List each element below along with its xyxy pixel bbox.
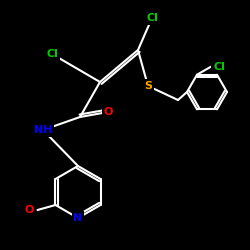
Text: O: O xyxy=(103,107,113,117)
Text: NH: NH xyxy=(34,125,52,135)
Text: S: S xyxy=(144,81,152,91)
Text: N: N xyxy=(74,213,82,223)
Text: O: O xyxy=(25,205,34,215)
Text: Cl: Cl xyxy=(46,49,58,59)
Text: Cl: Cl xyxy=(213,62,225,72)
Text: Cl: Cl xyxy=(146,13,158,23)
